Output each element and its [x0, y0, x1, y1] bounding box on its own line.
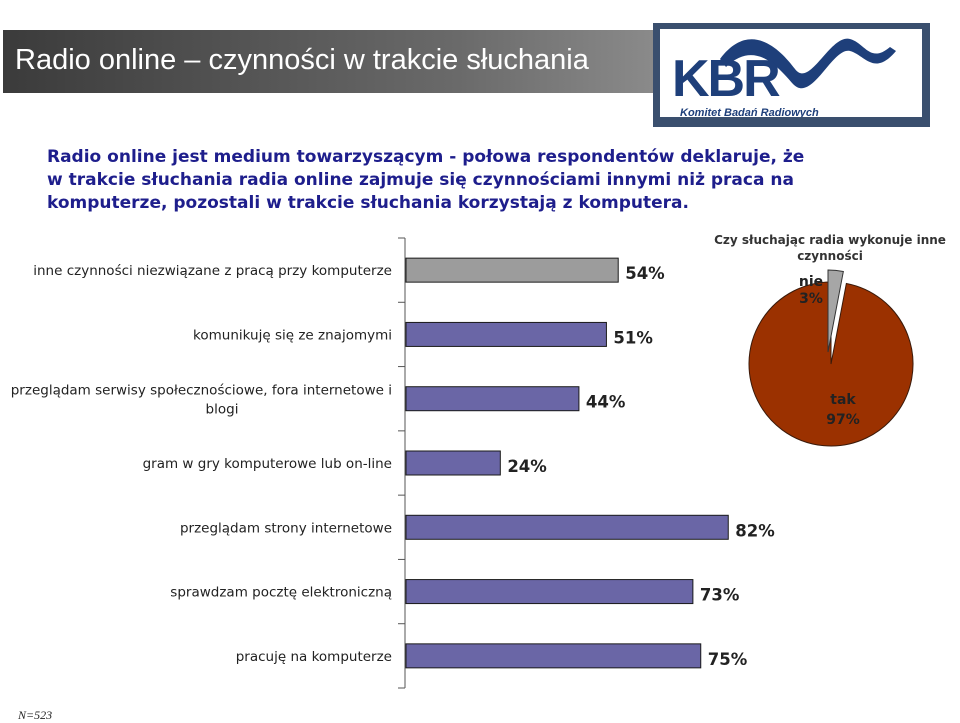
category-label: komunikuję się ze znajomymi	[193, 327, 392, 343]
title-bar: Radio online – czynności w trakcie słuch…	[3, 30, 653, 93]
category-label: przeglądam strony internetowe	[180, 520, 392, 536]
bar	[405, 257, 619, 283]
bar-value-label: 73%	[700, 586, 740, 605]
bar	[405, 579, 694, 605]
bar-value-label: 44%	[586, 393, 626, 412]
logo-panel: KBR Komitet Badań Radiowych	[660, 29, 922, 117]
logo-wave-icon	[720, 38, 896, 89]
category-label: pracuję na komputerze	[236, 649, 392, 665]
bar-value-label: 24%	[507, 457, 547, 476]
pie-slice-nie	[827, 269, 844, 353]
pie-label-nie: nie 3%	[799, 274, 823, 307]
kbr-logo: KBR Komitet Badań Radiowych	[653, 23, 930, 127]
pie-title: Czy słuchając radia wykonuje inne czynnoś…	[714, 233, 946, 263]
sample-size-note: N=523	[18, 708, 53, 722]
logo-subtitle: Komitet Badań Radiowych	[680, 107, 819, 117]
headline-line: Radio online jest medium towarzyszącym -…	[47, 147, 805, 167]
bar-value-label: 75%	[708, 650, 748, 669]
bar-value-label: 82%	[735, 521, 775, 540]
category-label: gram w gry komputerowe lub on-line	[143, 456, 392, 472]
logo-wordmark: KBR	[672, 50, 781, 108]
pie-label-tak: tak 97%	[826, 392, 860, 428]
category-label: inne czynności niezwiązane z pracą przy …	[33, 263, 392, 279]
category-label: przeglądam serwisy społecznościowe, fora…	[11, 383, 392, 418]
pie-slice-tak	[748, 281, 914, 447]
headline-line: komputerze, pozostali w trakcie słuchani…	[47, 193, 689, 213]
bar	[405, 321, 607, 347]
bar	[405, 643, 702, 669]
bar-value-label: 51%	[613, 328, 653, 347]
headline-line: w trakcie słuchania radia online zajmuje…	[47, 170, 794, 190]
bar	[405, 514, 729, 540]
bar	[405, 450, 501, 476]
bar-value-label: 54%	[625, 264, 665, 283]
bar	[405, 386, 580, 412]
page-title: Radio online – czynności w trakcie słuch…	[15, 44, 589, 76]
headline: Radio online jest medium towarzyszącym -…	[47, 146, 907, 215]
category-label: sprawdzam pocztę elektroniczną	[170, 585, 392, 601]
